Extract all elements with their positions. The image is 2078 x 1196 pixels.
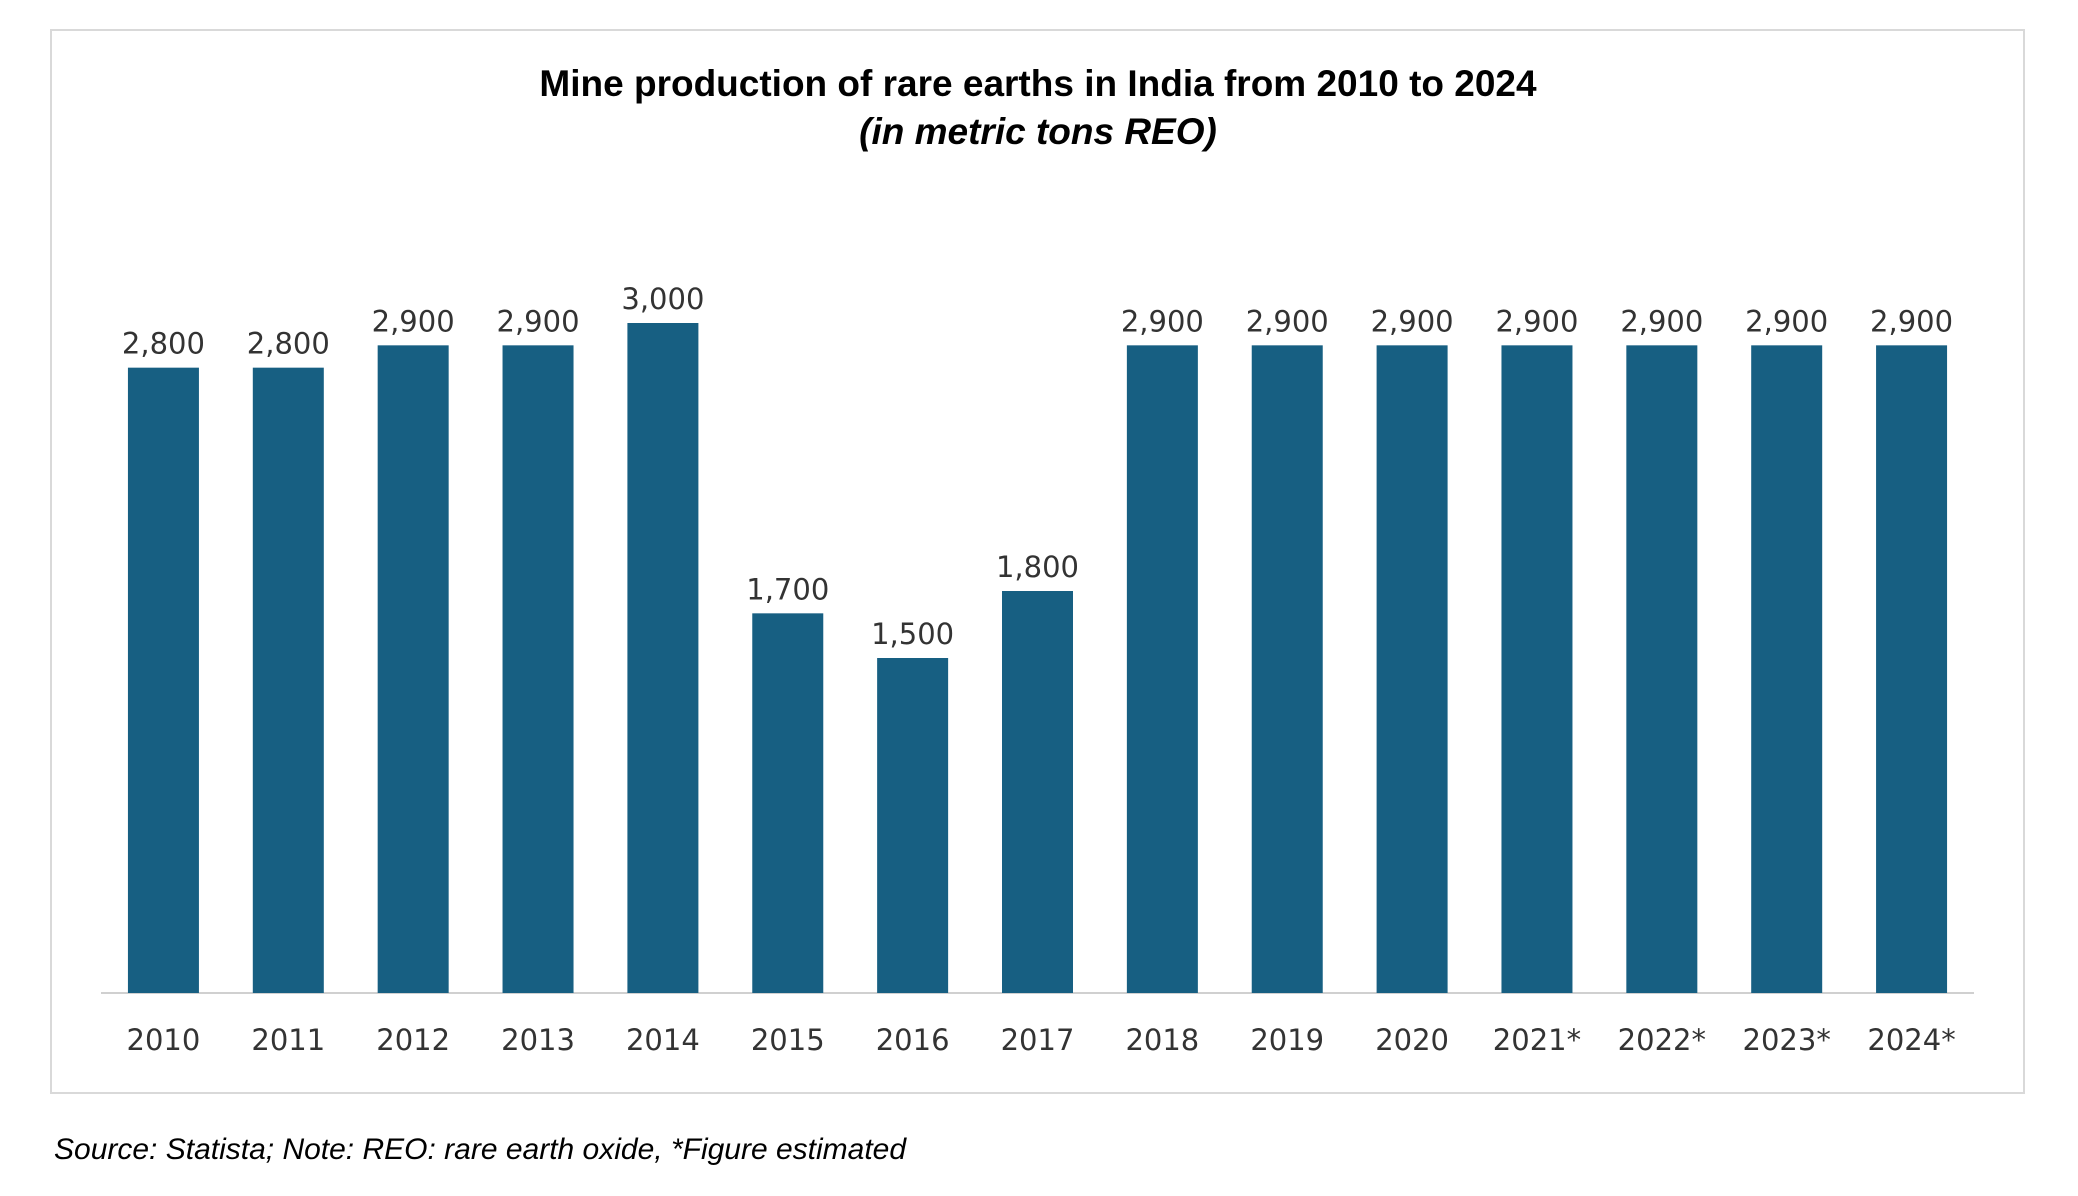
value-label: 1,800 [996,550,1079,584]
value-label: 2,900 [1870,304,1953,338]
x-tick-label: 2013 [501,1023,575,1057]
x-tick-label: 2011 [251,1023,325,1057]
x-tick-label: 2024* [1867,1023,1955,1057]
x-tick-label: 2018 [1125,1023,1199,1057]
x-tick-label: 2023* [1743,1023,1831,1057]
bar [1002,591,1073,993]
value-label: 2,900 [372,304,455,338]
value-label: 3,000 [621,282,704,316]
bar [252,367,324,994]
x-tick-label: 2014 [626,1023,700,1057]
x-tick-label: 2020 [1375,1023,1449,1057]
value-label: 2,800 [122,327,205,361]
x-tick-label: 2017 [1001,1023,1075,1057]
bar [127,367,199,994]
x-tick-label: 2019 [1250,1023,1324,1057]
value-label: 1,500 [871,617,954,651]
value-label: 1,700 [746,572,829,606]
bar [377,345,449,993]
bar [752,613,824,993]
bar [877,658,949,993]
x-tick-label: 2021* [1493,1023,1581,1057]
x-tick-label: 2012 [376,1023,450,1057]
value-label: 2,900 [1121,304,1204,338]
bar [1501,345,1573,993]
bar [1251,345,1323,993]
bar [1626,345,1698,993]
x-tick-label: 2022* [1618,1023,1706,1057]
bar [1876,345,1948,993]
bar [1126,345,1198,993]
value-label: 2,900 [1246,304,1329,338]
bar [502,345,574,993]
value-label: 2,900 [1745,304,1828,338]
bar [1751,345,1823,993]
chart-subtitle: (in metric tons REO) [859,111,1217,152]
value-label: 2,900 [497,304,580,338]
value-label: 2,900 [1495,304,1578,338]
bar [1376,345,1448,993]
source-note: Source: Statista; Note: REO: rare earth … [54,1133,907,1166]
x-tick-label: 2010 [127,1023,201,1057]
bar [627,323,699,993]
x-tick-label: 2015 [751,1023,825,1057]
value-label: 2,800 [247,327,330,361]
chart-title: Mine production of rare earths in India … [539,63,1537,104]
value-label: 2,900 [1620,304,1703,338]
value-label: 2,900 [1371,304,1454,338]
x-tick-label: 2016 [876,1023,950,1057]
